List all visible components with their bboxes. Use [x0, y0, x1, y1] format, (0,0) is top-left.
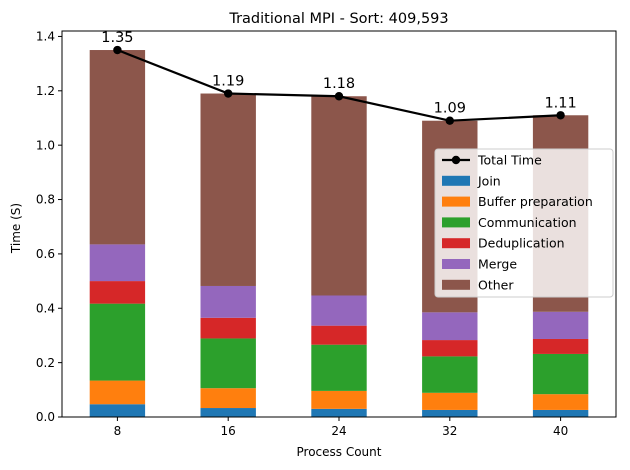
bar-segment-join-40: [532, 409, 589, 417]
bar-segment-buffer-preparation-8: [89, 380, 146, 405]
legend-label-deduplication: Deduplication: [478, 236, 565, 251]
y-tick-label: 1.2: [36, 84, 55, 98]
axes-group: 0.0 0.2 0.4 0.6 0.8 1.0 1.2 1.4 8 16 24 32 40: [36, 30, 617, 438]
total-time-point-8: [113, 45, 122, 55]
bar-segment-communication-8: [89, 303, 146, 381]
legend-marker-swatch: [451, 155, 461, 165]
bar-segment-deduplication-40: [532, 338, 589, 354]
bar-segment-deduplication-8: [89, 281, 146, 304]
bar-segment-buffer-preparation-40: [532, 394, 589, 410]
total-time-point-32: [445, 116, 454, 125]
legend: Total Time Join Buffer preparation Communic…: [434, 148, 614, 298]
legend-swatch-deduplication: [442, 238, 470, 249]
total-time-label-16: 1.19: [212, 74, 244, 90]
x-tick-label: 16: [221, 424, 236, 438]
x-tick-label: 40: [553, 424, 568, 438]
y-tick-label: 0.0: [36, 410, 55, 424]
bar-segment-join-32: [422, 409, 478, 417]
y-tick-label: 1.0: [36, 138, 55, 152]
bar-segment-join-24: [311, 408, 367, 417]
legend-label-other: Other: [478, 277, 514, 292]
bar-segment-deduplication-16: [200, 317, 256, 339]
legend-swatch-other: [442, 279, 470, 290]
bar-segment-communication-16: [200, 338, 256, 389]
legend-label-join: Join: [477, 173, 501, 188]
x-tick-label: 24: [331, 424, 346, 438]
total-time-label-40: 1.11: [544, 95, 576, 111]
bar-segment-buffer-preparation-16: [200, 388, 256, 409]
bar-segment-merge-24: [311, 295, 367, 326]
total-time-label-24: 1.18: [323, 76, 355, 92]
bar-segment-deduplication-24: [311, 325, 367, 345]
x-axis-label: Process Count: [297, 445, 382, 459]
total-time-point-40: [556, 111, 565, 120]
y-axis-label: Time (S): [9, 203, 23, 254]
bar-segment-merge-32: [422, 312, 478, 341]
y-tick-label: 1.4: [36, 30, 55, 44]
x-tick-label: 32: [442, 424, 457, 438]
bar-segment-buffer-preparation-24: [311, 390, 367, 409]
y-tick-label: 0.8: [36, 193, 55, 207]
bar-segment-deduplication-32: [422, 340, 478, 357]
bar-segment-join-8: [89, 404, 146, 417]
total-time-label-8: 1.35: [101, 30, 133, 46]
bar-segment-join-16: [200, 408, 256, 417]
bar-segment-other-24: [311, 96, 367, 296]
y-tick-label: 0.4: [36, 301, 55, 315]
bar-segment-merge-8: [89, 244, 146, 282]
legend-box: [434, 148, 614, 298]
total-time-label-32: 1.09: [434, 101, 466, 117]
bar-segment-communication-24: [311, 344, 367, 391]
total-time-point-16: [224, 89, 233, 98]
chart-title: Traditional MPI - Sort: 409,593: [228, 11, 448, 27]
legend-label-buffer-preparation: Buffer preparation: [478, 194, 593, 209]
total-time-line-group: 1.35 1.19 1.18 1.09 1.11: [101, 30, 577, 125]
y-tick-label: 0.6: [36, 247, 55, 261]
x-tick-label: 8: [114, 424, 122, 438]
bar-segment-buffer-preparation-32: [422, 392, 478, 410]
legend-label-communication: Communication: [478, 215, 577, 230]
legend-swatch-merge: [442, 259, 470, 269]
bar-segment-merge-16: [200, 285, 256, 318]
legend-swatch-join: [442, 175, 470, 186]
bar-segment-communication-32: [422, 356, 478, 393]
bar-segment-communication-40: [532, 353, 589, 395]
bar-segment-other-16: [200, 93, 256, 286]
total-time-point-24: [334, 92, 344, 101]
bar-segment-merge-40: [532, 311, 589, 339]
bar-segment-other-8: [89, 50, 146, 245]
legend-swatch-communication: [442, 217, 470, 228]
y-tick-label: 0.2: [36, 356, 55, 370]
legend-label-merge: Merge: [478, 257, 517, 272]
legend-swatch-buffer-preparation: [442, 196, 470, 207]
legend-label-total-time: Total Time: [477, 153, 542, 168]
